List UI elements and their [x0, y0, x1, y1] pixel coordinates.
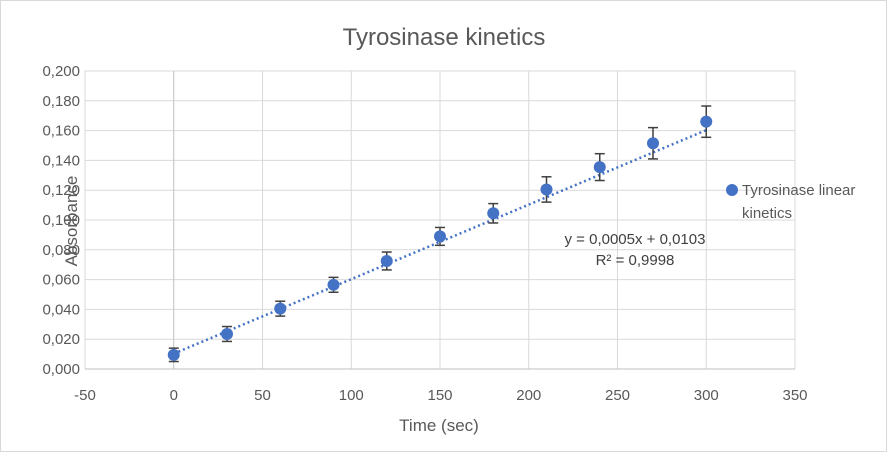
y-tick-label: 0,080: [42, 242, 80, 259]
y-tick-label: 0,120: [42, 182, 80, 199]
x-tick-label: 100: [339, 387, 364, 404]
data-point: [540, 183, 553, 196]
data-point: [167, 348, 180, 361]
x-tick-label: 50: [254, 387, 271, 404]
y-tick-label: 0,200: [42, 63, 80, 80]
data-point: [647, 137, 659, 150]
y-axis-title: Absorbance: [62, 176, 81, 267]
y-tick-label: 0,020: [42, 331, 80, 348]
y-tick-label: 0,000: [42, 361, 80, 378]
y-tick-label: 0,180: [42, 93, 80, 110]
data-point: [221, 327, 233, 340]
trendline-layer: [173, 129, 707, 355]
legend: Tyrosinase linear kinetics: [726, 182, 855, 222]
data-point: [434, 230, 446, 243]
data-point: [593, 161, 606, 174]
x-tick-label: -50: [74, 387, 96, 404]
y-tick-label: 0,100: [42, 212, 80, 229]
chart-title: Tyrosinase kinetics: [343, 24, 546, 51]
x-tick-label: 200: [516, 387, 541, 404]
x-tick-label: 150: [427, 387, 452, 404]
x-tick-label: 0: [170, 387, 178, 404]
y-tick-label: 0,140: [42, 152, 80, 169]
data-point: [327, 278, 340, 291]
trendline-r-squared: R² = 0,9998: [596, 252, 675, 269]
data-point: [274, 302, 287, 315]
y-tick-label: 0,060: [42, 272, 80, 289]
data-point: [487, 207, 500, 220]
axes: [85, 71, 795, 370]
data-point: [380, 254, 393, 267]
x-tick-label: 250: [605, 387, 630, 404]
y-tick-label: 0,040: [42, 301, 80, 318]
x-tick-label: 300: [694, 387, 719, 404]
gridlines: [84, 70, 796, 369]
data-point: [700, 115, 713, 128]
legend-label-line-2: kinetics: [742, 205, 792, 222]
x-tick-label: 350: [782, 387, 807, 404]
trendline-equation: y = 0,0005x + 0,0103: [565, 231, 706, 248]
x-axis-title: Time (sec): [399, 416, 479, 435]
legend-marker-icon: [726, 184, 738, 196]
y-tick-label: 0,160: [42, 123, 80, 140]
legend-label-line-1: Tyrosinase linear: [742, 182, 855, 199]
data-points: [167, 115, 713, 361]
trendline: [173, 129, 707, 355]
tick-labels: 0,000 0,020 0,040 0,060 0,080 0,100 0,120 0,140…: [42, 63, 807, 404]
